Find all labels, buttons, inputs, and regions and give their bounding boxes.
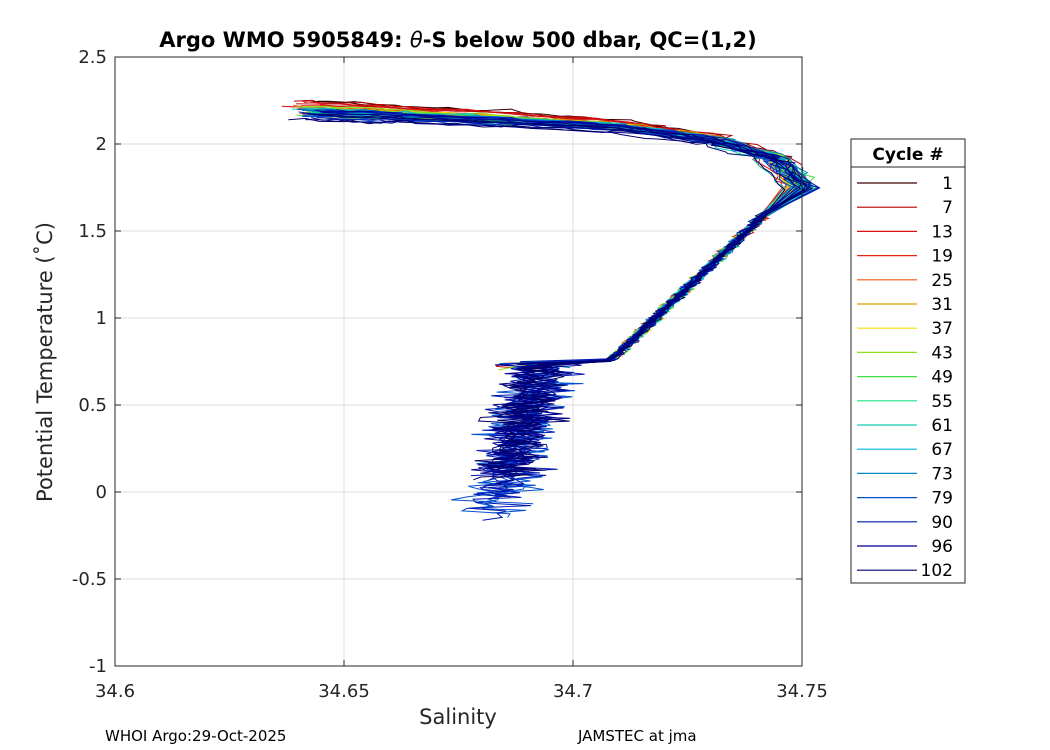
x-axis-label: Salinity — [419, 705, 497, 729]
legend-label: 73 — [931, 464, 953, 484]
legend-items: 1 7 13 19 25 31 37 43 49 55 61 67 73 79 90 96 102 — [857, 174, 953, 581]
footer-left: WHOI Argo:29-Oct-2025 — [105, 727, 286, 745]
y-tick-label: 2.5 — [78, 47, 107, 68]
title-prefix: Argo WMO 5905849: — [159, 28, 410, 52]
legend-label: 90 — [931, 513, 953, 533]
legend-label: 102 — [921, 561, 953, 581]
x-tick-label: 34.6 — [95, 681, 135, 702]
legend-label: 49 — [931, 368, 953, 388]
legend-label: 7 — [942, 198, 953, 218]
y-tick-label: 2 — [96, 134, 107, 155]
legend-label: 1 — [942, 174, 953, 194]
legend-label: 19 — [931, 247, 953, 267]
y-axis-label: Potential Temperature (˚C) — [33, 222, 57, 502]
y-tick-label: -1 — [89, 656, 107, 677]
legend-label: 37 — [931, 319, 953, 339]
title-suffix: -S below 500 dbar, QC=(1,2) — [423, 28, 757, 52]
legend-label: 79 — [931, 489, 953, 509]
footer-right: JAMSTEC at jma — [577, 727, 697, 745]
x-tick-label: 34.75 — [776, 681, 828, 702]
legend-label: 67 — [931, 440, 953, 460]
profile-line-cycle-102 — [302, 113, 802, 473]
title-theta: θ — [410, 28, 423, 52]
y-tick-label: 0.5 — [78, 395, 107, 416]
y-tick-label: -0.5 — [72, 569, 107, 590]
legend: Cycle # 1 7 13 19 25 31 37 43 49 55 61 67 73 79 90 96 10… — [850, 138, 966, 584]
x-tick-label: 34.7 — [553, 681, 593, 702]
plot-frame — [114, 56, 803, 667]
x-tick-label: 34.65 — [318, 681, 370, 702]
legend-label: 43 — [931, 343, 953, 363]
legend-label: 13 — [931, 222, 953, 242]
chart-title: Argo WMO 5905849: θ-S below 500 dbar, QC… — [159, 28, 756, 52]
legend-box — [850, 138, 966, 584]
y-tick-label: 1 — [96, 308, 107, 329]
legend-label: 61 — [931, 416, 953, 436]
profile-line-cycle-102 — [305, 119, 805, 447]
plot-area — [115, 57, 802, 666]
y-tick-label: 1.5 — [78, 221, 107, 242]
legend-label: 96 — [931, 537, 953, 557]
legend-title: Cycle # — [872, 145, 943, 165]
axis-ticks: 34.6 34.65 34.7 34.75 -1 -0.5 0 0.5 1 1.5 2 2.5 — [72, 47, 828, 702]
profile-line-cycle-102 — [311, 113, 811, 481]
legend-label: 31 — [931, 295, 953, 315]
profile-curves — [281, 99, 821, 521]
y-tick-label: 0 — [96, 482, 107, 503]
legend-label: 55 — [931, 392, 953, 412]
legend-label: 25 — [931, 271, 953, 291]
